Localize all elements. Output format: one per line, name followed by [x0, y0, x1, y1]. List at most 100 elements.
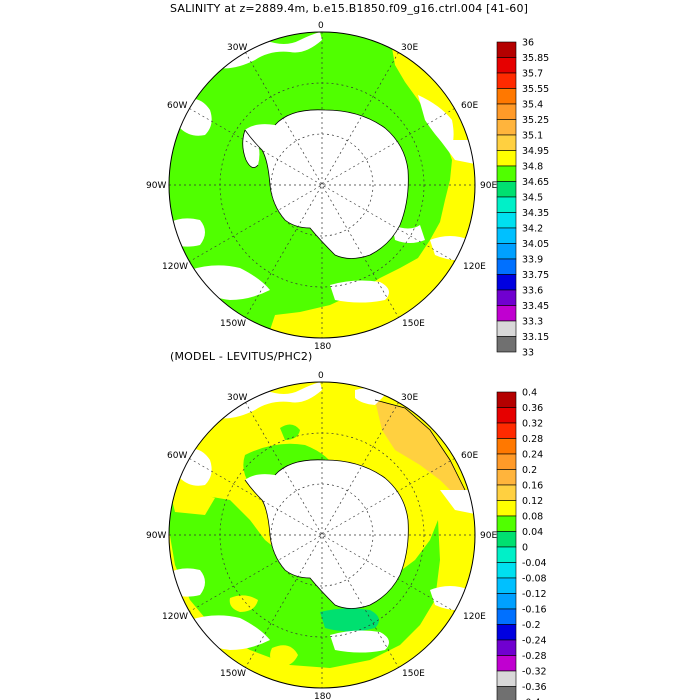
difference-green-patch-small [280, 424, 300, 440]
label-90w: 90W [146, 531, 166, 541]
salinity-map-border [168, 31, 476, 339]
difference-colorbar-tick-label: -0.28 [522, 651, 547, 662]
difference-colorbar-swatch [496, 531, 517, 548]
difference-colorbar-swatch [496, 453, 517, 470]
difference-colorbar-tick-label: -0.32 [522, 667, 547, 678]
difference-colorbar-tick-label: 0.36 [522, 403, 543, 414]
salinity-colorbar-tick-label: 33 [522, 348, 534, 359]
salinity-high-region [270, 48, 475, 338]
label-120w: 120W [162, 612, 188, 622]
salinity-colorbar-swatch [496, 103, 517, 120]
salinity-colorbar-swatch [496, 181, 517, 198]
difference-map: 0 30W 30E 60W 60E 90W 90E 120W 120E 150W… [146, 371, 497, 700]
difference-yellow-pockets [172, 494, 298, 667]
difference-colorbar-tick-label: -0.36 [522, 682, 547, 693]
difference-lon-labels: 0 30W 30E 60W 60E 90W 90E 120W 120E 150W… [146, 371, 497, 700]
salinity-colorbar-swatch [496, 289, 517, 306]
difference-colorbar-tick-label: -0.16 [522, 605, 547, 616]
difference-colorbar-tick-label: -0.4 [522, 698, 541, 700]
label-120w: 120W [162, 262, 188, 272]
salinity-colorbar-swatch [496, 336, 517, 353]
salinity-colorbar-swatch [496, 119, 517, 136]
label-150e: 150E [402, 319, 425, 329]
salinity-colorbar-swatch [496, 320, 517, 337]
label-30w: 30W [227, 43, 247, 53]
difference-colorbar-tick-label: -0.04 [522, 558, 547, 569]
label-30w: 30W [227, 393, 247, 403]
salinity-colorbar-tick-label: 34.05 [522, 239, 549, 250]
salinity-colorbar-swatch [496, 243, 517, 260]
difference-map-border [168, 381, 476, 689]
difference-colorbar-tick-label: -0.12 [522, 589, 547, 600]
difference-colorbar-tick-label: 0.32 [522, 419, 543, 430]
difference-colorbar-swatch [496, 438, 517, 455]
difference-colorbar-swatch [496, 500, 517, 517]
salinity-colorbar-tick-label: 35.1 [522, 131, 543, 142]
label-150w: 150W [220, 669, 246, 679]
difference-colorbar-swatch [496, 624, 517, 641]
salinity-colorbar-swatch [496, 150, 517, 167]
difference-title: (MODEL - LEVITUS/PHC2) [170, 350, 313, 363]
salinity-colorbar-swatch [496, 134, 517, 151]
salinity-colorbar-swatch [496, 88, 517, 105]
label-90e: 90E [480, 181, 497, 191]
salinity-colorbar-tick-label: 36 [522, 38, 534, 49]
label-150w: 150W [220, 319, 246, 329]
difference-colorbar-swatch [496, 469, 517, 486]
difference-coastlines [244, 399, 466, 609]
difference-colorbar-swatch [496, 670, 517, 687]
salinity-colorbar-swatch [496, 165, 517, 182]
difference-orange-region [375, 400, 465, 495]
difference-colorbar-swatch [496, 686, 517, 700]
difference-colorbar-swatch [496, 391, 517, 408]
label-60e: 60E [461, 451, 478, 461]
difference-colorbar-swatch [496, 593, 517, 610]
salinity-colorbar-swatch [496, 305, 517, 322]
difference-colorbar-tick-label: 0.2 [522, 465, 537, 476]
difference-colorbar-tick-label: 0.16 [522, 481, 543, 492]
salinity-coastlines [242, 109, 409, 259]
difference-colorbar-swatch [496, 422, 517, 439]
salinity-colorbar-swatch [496, 57, 517, 74]
salinity-colorbar-tick-label: 33.75 [522, 270, 549, 281]
difference-colorbar-tick-label: -0.24 [522, 636, 547, 647]
salinity-colorbar-tick-label: 34.95 [522, 146, 549, 157]
salinity-lon-labels: 0 30W 30E 60W 60E 90W 90E 120W 120E 150W… [146, 21, 497, 352]
difference-colorbar-swatch [496, 484, 517, 501]
salinity-colorbar-swatch [496, 258, 517, 275]
label-60w: 60W [167, 451, 187, 461]
label-180: 180 [314, 342, 331, 352]
difference-colorbar-swatch [496, 655, 517, 672]
difference-colorbar-swatch [496, 577, 517, 594]
label-180: 180 [314, 692, 331, 700]
salinity-colorbar-tick-label: 35.55 [522, 84, 549, 95]
salinity-colorbar-tick-label: 33.15 [522, 332, 549, 343]
salinity-colorbar-tick-label: 35.25 [522, 115, 549, 126]
difference-colorbar-tick-label: -0.08 [522, 574, 547, 585]
salinity-colorbar-tick-label: 35.4 [522, 100, 543, 111]
salinity-colorbar-swatch [496, 227, 517, 244]
salinity-map: 0 30W 30E 60W 60E 90W 90E 120W 120E 150W… [146, 21, 497, 352]
difference-graticule [169, 382, 475, 688]
salinity-colorbar-tick-label: 34.35 [522, 208, 549, 219]
salinity-colorbar-tick-label: 33.3 [522, 317, 543, 328]
difference-colorbar-tick-label: 0.12 [522, 496, 543, 507]
difference-colorbar-swatch [496, 608, 517, 625]
salinity-graticule [169, 32, 475, 338]
label-30e: 30E [401, 393, 418, 403]
label-0: 0 [318, 21, 324, 31]
label-120e: 120E [463, 612, 486, 622]
difference-colorbar-tick-label: 0.08 [522, 512, 543, 523]
difference-colorbar-tick-label: 0.4 [522, 388, 537, 399]
label-60w: 60W [167, 101, 187, 111]
salinity-colorbar-tick-label: 34.65 [522, 177, 549, 188]
salinity-colorbar-swatch [496, 196, 517, 213]
label-150e: 150E [402, 669, 425, 679]
salinity-colorbar-tick-label: 33.6 [522, 286, 543, 297]
salinity-colorbar-swatch [496, 72, 517, 89]
difference-colorbar-tick-label: 0 [522, 543, 528, 554]
difference-colorbar: 0.4 0.36 0.32 0.28 0.24 0.2 0.16 0.12 0.08 0.04 0 -… [496, 388, 547, 700]
map-title: SALINITY at z=2889.4m, b.e15.B1850.f09_g… [170, 2, 529, 15]
label-30e: 30E [401, 43, 418, 53]
